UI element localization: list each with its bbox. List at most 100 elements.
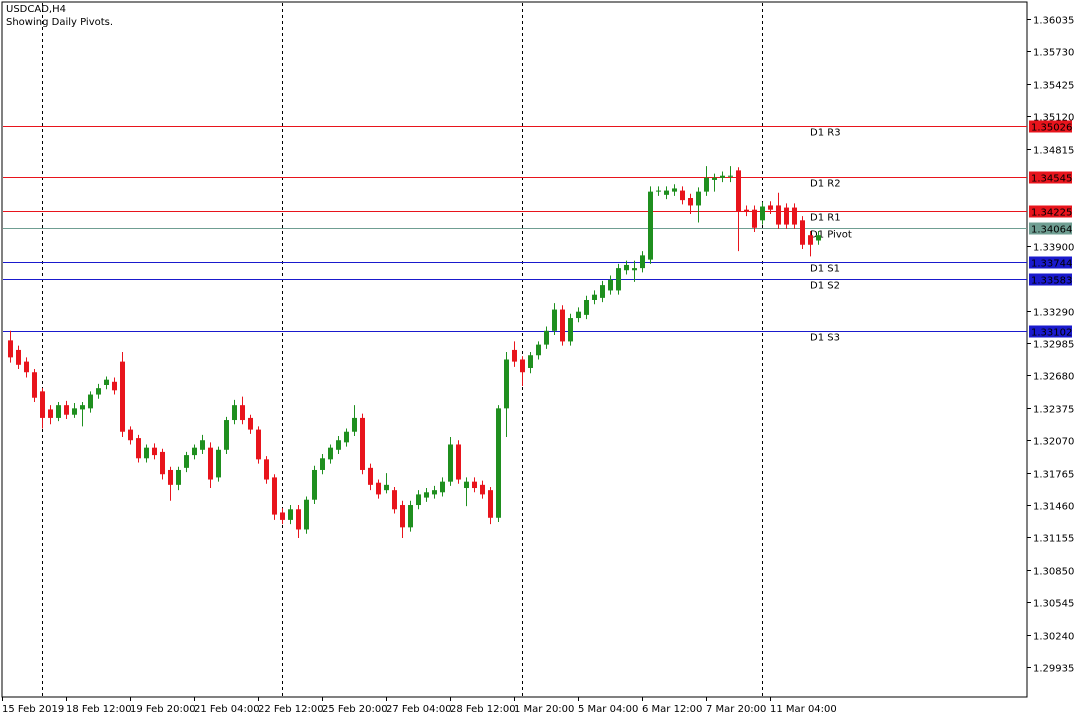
- candle-body: [328, 447, 333, 460]
- y-tick-label: 1.29935: [1033, 664, 1074, 675]
- candle-body: [288, 509, 293, 520]
- price-tag-label: 1.33583: [1031, 276, 1072, 287]
- candle-body: [488, 490, 493, 518]
- y-tick-label: 1.35425: [1033, 81, 1074, 92]
- price-tag: [1029, 205, 1072, 218]
- x-tick-label: 18 Feb 12:00: [66, 704, 132, 715]
- candle-body: [608, 279, 613, 291]
- price-tag-label: 1.34225: [1031, 208, 1072, 219]
- candle-body: [632, 268, 637, 271]
- candle-body: [576, 311, 581, 319]
- candle-body: [408, 505, 413, 528]
- candle-body: [808, 235, 813, 245]
- x-tick-label: 27 Feb 04:00: [386, 704, 452, 715]
- candle-body: [648, 191, 653, 260]
- candle-body: [592, 294, 597, 300]
- x-tick-label: 7 Mar 20:00: [706, 704, 766, 715]
- candle-body: [520, 359, 525, 373]
- candle-body: [536, 344, 541, 356]
- price-tag-label: 1.34064: [1031, 225, 1072, 236]
- candle-body: [504, 359, 509, 409]
- pivot-label: D1 S3: [810, 333, 840, 344]
- y-tick-label: 1.31765: [1033, 470, 1074, 481]
- pivot-label: D1 R3: [810, 128, 841, 139]
- candle-body: [48, 409, 53, 418]
- candle-body: [664, 190, 669, 195]
- candle-body: [392, 490, 397, 510]
- candle-body: [616, 268, 621, 291]
- x-tick-label: 19 Feb 20:00: [130, 704, 196, 715]
- candle-body: [792, 207, 797, 225]
- candle-body: [528, 355, 533, 368]
- candle-body: [360, 417, 365, 470]
- candle-body: [496, 408, 501, 518]
- price-tag: [1029, 325, 1072, 338]
- x-tick-label: 6 Mar 12:00: [642, 704, 702, 715]
- candle-body: [816, 235, 821, 241]
- y-tick-label: 1.33290: [1033, 308, 1074, 319]
- candle-body: [584, 299, 589, 315]
- period-separators: [42, 3, 763, 697]
- y-tick-label: 1.32070: [1033, 437, 1074, 448]
- x-tick-label: 25 Feb 20:00: [322, 704, 388, 715]
- candle-body: [280, 512, 285, 520]
- y-tick-label: 1.32985: [1033, 340, 1074, 351]
- candle-body: [64, 405, 69, 415]
- candle-body: [704, 177, 709, 192]
- x-tick-label: 28 Feb 12:00: [450, 704, 516, 715]
- y-tick-label: 1.32680: [1033, 372, 1074, 383]
- candle-body: [248, 417, 253, 430]
- candle-body: [424, 492, 429, 498]
- y-tick-label: 1.33900: [1033, 243, 1074, 254]
- candle-body: [480, 484, 485, 495]
- candle-body: [72, 408, 77, 415]
- price-tag-label: 1.33744: [1031, 259, 1072, 270]
- price-tag: [1029, 256, 1072, 269]
- candle-body: [16, 349, 21, 365]
- candle-body: [760, 206, 765, 221]
- y-tick-label: 1.35120: [1033, 113, 1074, 124]
- candle-body: [680, 190, 685, 201]
- candle-body: [784, 207, 789, 225]
- x-tick-label: 11 Mar 04:00: [770, 704, 837, 715]
- candle-body: [344, 431, 349, 443]
- candle-body: [160, 451, 165, 475]
- candle-body: [144, 447, 149, 459]
- candle-body: [800, 220, 805, 245]
- candle-body: [352, 417, 357, 432]
- y-tick-label: 1.32375: [1033, 405, 1074, 416]
- candle-body: [656, 190, 661, 192]
- candle-body: [304, 499, 309, 530]
- candle-body: [208, 447, 213, 480]
- candle-body: [432, 490, 437, 495]
- candle-body: [56, 405, 61, 418]
- candle-body: [456, 444, 461, 480]
- chart-subtitle: Showing Daily Pivots.: [6, 17, 113, 28]
- candle-body: [24, 361, 29, 373]
- candle-body: [752, 209, 757, 228]
- price-tag: [1029, 171, 1072, 184]
- candle-body: [136, 438, 141, 459]
- candle-body: [600, 285, 605, 298]
- y-tick-label: 1.34815: [1033, 146, 1074, 157]
- candle-body: [120, 361, 125, 432]
- candle-body: [744, 209, 749, 212]
- candle-body: [768, 205, 773, 210]
- candle-body: [8, 340, 13, 358]
- candle-body: [256, 429, 261, 460]
- candle-body: [312, 469, 317, 500]
- candle-body: [672, 188, 677, 192]
- candle-body: [264, 459, 269, 480]
- candle-body: [336, 440, 341, 450]
- x-tick-label: 1 Mar 20:00: [514, 704, 574, 715]
- pivot-label: D1 R2: [810, 179, 841, 190]
- price-tag: [1029, 222, 1072, 235]
- candle-body: [192, 447, 197, 456]
- chart-title: USDCAD,H4: [6, 4, 66, 15]
- candle-body: [728, 175, 733, 177]
- candle-body: [272, 477, 277, 515]
- candle-body: [240, 405, 245, 421]
- y-tick-label: 1.30240: [1033, 632, 1074, 643]
- pivot-label: D1 R1: [810, 213, 841, 224]
